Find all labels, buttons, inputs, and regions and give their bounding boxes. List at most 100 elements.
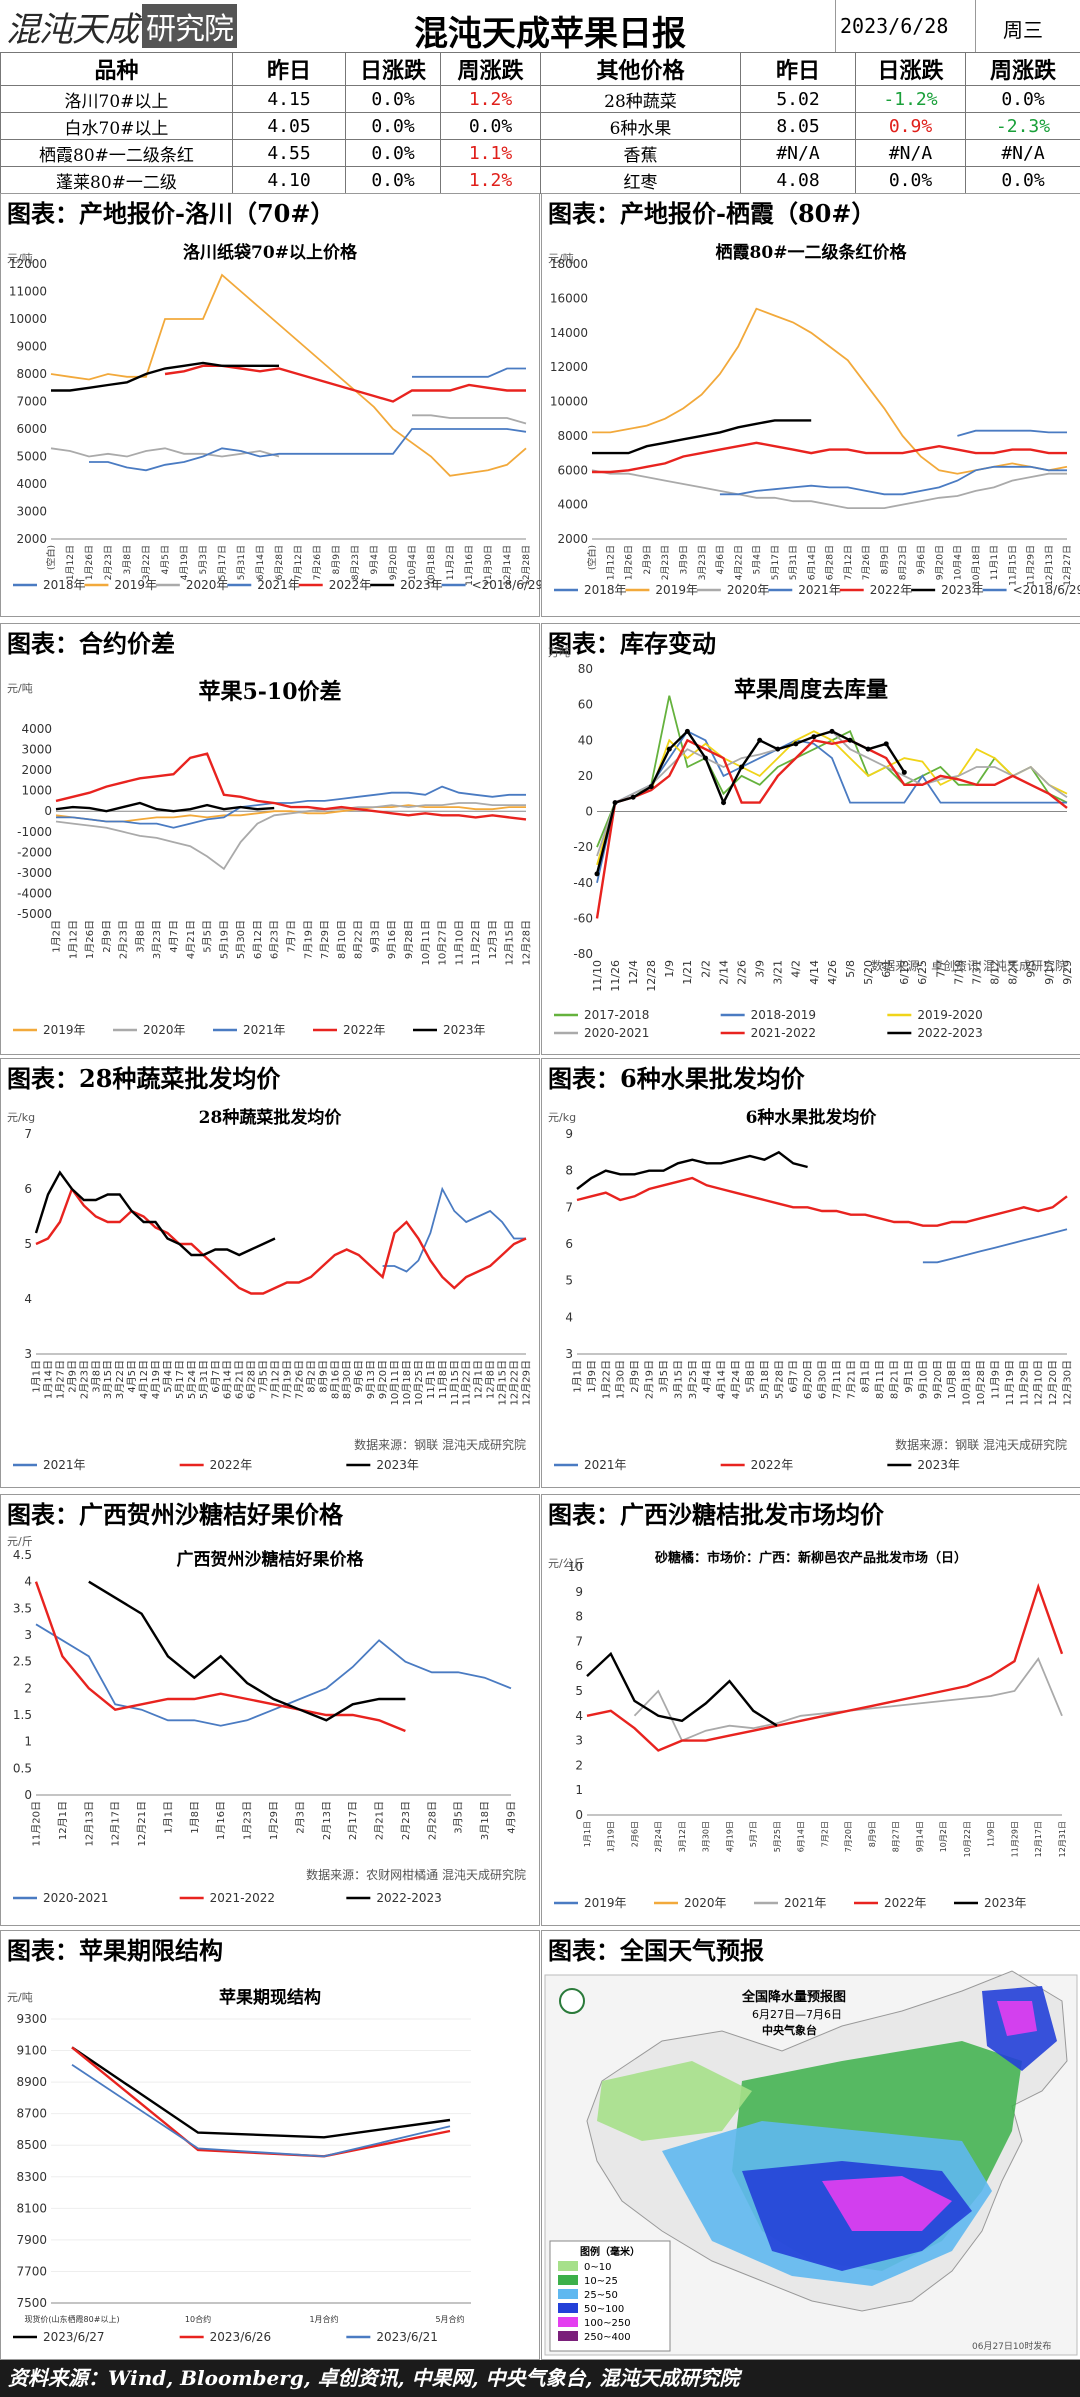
legend-label: 2020-2021 — [584, 1026, 649, 1040]
x-tick-label: 3/9 — [754, 960, 767, 978]
table-header-cell: 其他价格 — [540, 52, 741, 86]
table-cell: 0.0% — [855, 166, 966, 194]
y-tick-label: 40 — [578, 733, 593, 747]
y-tick-label: 5000 — [16, 450, 47, 464]
x-tick-label: 6月30日 — [817, 1360, 829, 1399]
table-cell: 栖霞80#一二级条红 — [0, 139, 233, 167]
y-tick-label: 9 — [575, 1585, 583, 1599]
x-tick-label: 1月26日 — [624, 545, 635, 580]
x-tick-label: 2月9日 — [629, 1360, 641, 1393]
y-tick-label: 2000 — [557, 532, 588, 546]
series-line — [55, 801, 275, 813]
chart-title: 6种水果批发均价 — [745, 1108, 877, 1128]
y-tick-label: 11000 — [9, 285, 47, 299]
legend-label: 2021年 — [43, 1458, 86, 1472]
x-tick-label: 7月2日 — [820, 1821, 829, 1847]
x-tick-label: 12月17日 — [110, 1801, 122, 1846]
x-tick-label: 12月22日 — [509, 1360, 521, 1405]
legend-label: 2019年 — [655, 583, 698, 597]
table-header-cell: 品种 — [0, 52, 233, 86]
panel-title: 图表：广西贺州沙糖桔好果价格 — [7, 1500, 343, 1529]
legend-label: 2022年 — [751, 1458, 794, 1472]
y-tick-label: -2000 — [17, 845, 52, 859]
y-tick-label: 2.5 — [13, 1655, 32, 1669]
x-tick-label: 2月24日 — [654, 1821, 663, 1852]
x-tick-label: 9月20日 — [377, 1360, 389, 1399]
x-tick-label: 6月14日 — [222, 1360, 234, 1399]
series-line — [595, 729, 906, 875]
map-org: 中央气象台 — [762, 2023, 817, 2037]
chart-source: 数据来源：钢联 混沌天成研究院 — [895, 1437, 1067, 1452]
x-tick-label: 1月1日 — [162, 1801, 174, 1834]
x-tick-label: 1月14日 — [42, 1360, 54, 1399]
table-cell: 红枣 — [540, 166, 741, 194]
chart-inventory: 万吨 -80 -60 -40 -20 0 20 40 60 80 11/10 11/26 12/4 12/… — [548, 646, 1074, 1040]
x-tick-label: 1月1日 — [31, 1360, 43, 1393]
y-tick-label: 2 — [24, 1681, 32, 1695]
x-tick-label: 10月22日 — [963, 1821, 972, 1857]
x-tick-label: 3月23日 — [151, 920, 163, 959]
x-tick-label: 1月12日 — [65, 545, 76, 580]
x-tick-label: 10月2日 — [939, 1821, 948, 1852]
y-tick-label: 20 — [578, 769, 593, 783]
table-cell: 0.0% — [345, 139, 441, 167]
x-tick-label: 12月28日 — [521, 545, 532, 586]
data-point — [648, 784, 654, 790]
legend-label: 2021-2022 — [210, 1891, 275, 1905]
y-tick-label: 5 — [24, 1237, 32, 1251]
panel-hezhou-orange: 图表：广西贺州沙糖桔好果价格 广西贺州沙糖桔好果价格 元/斤 0 0.5 1 1.5 2 2… — [0, 1494, 540, 1926]
table-cell: 1.2% — [440, 85, 541, 113]
y-axis-label: 元/吨 — [7, 682, 33, 695]
x-tick-label: 7月11日 — [831, 1360, 843, 1399]
x-tick-label: 6月12日 — [252, 920, 264, 959]
x-tick-label: 12月1日 — [473, 1360, 485, 1399]
x-tick-label: 3/21 — [772, 960, 785, 985]
chart-title: 广西贺州沙糖桔好果价格 — [176, 1550, 364, 1570]
series-line — [71, 2046, 451, 2139]
x-tick-label: 8月30日 — [341, 1360, 353, 1399]
x-tick-label: 3月8日 — [134, 920, 146, 953]
company-logo: 混沌天成 研究院 — [6, 4, 246, 50]
y-tick-label: 3 — [24, 1628, 32, 1642]
series-line — [55, 804, 526, 823]
x-tick-label: 1月2日 — [51, 920, 63, 953]
x-tick-label: 8/12 — [989, 960, 1002, 985]
series-line — [88, 1580, 406, 1722]
x-tick-label: 10月11日 — [389, 1360, 401, 1405]
chart-title: 苹果期现结构 — [219, 1988, 321, 2008]
legend-label: 2022年 — [343, 1023, 386, 1037]
legend-label: 2021年 — [257, 578, 300, 592]
table-cell: 1.1% — [440, 139, 541, 167]
chart-title: 砂糖橘：市场价：广西：新柳邑农产品批发市场（日） — [654, 1551, 967, 1566]
series-line — [382, 1186, 526, 1273]
y-tick-label: 9 — [565, 1127, 573, 1141]
legend-label: 25~50 — [584, 2290, 618, 2301]
series-line — [50, 414, 527, 458]
table-cell: 4.05 — [232, 112, 346, 140]
x-tick-label: 6月23日 — [269, 920, 281, 959]
y-tick-label: 4 — [24, 1292, 32, 1306]
x-tick-label: 4月19日 — [725, 1821, 734, 1852]
table-cell: 0.0% — [345, 166, 441, 194]
legend-label: 2023/6/21 — [376, 2330, 438, 2344]
table-cell: #N/A — [965, 139, 1080, 167]
x-tick-label: 6/13 — [898, 960, 911, 985]
x-tick-label: 5月7日 — [749, 1821, 758, 1847]
y-tick-label: 10000 — [550, 395, 588, 409]
series-line — [164, 364, 526, 403]
x-tick-label: 2月3日 — [294, 1801, 306, 1834]
data-point — [847, 737, 853, 743]
x-tick-label: 2月21日 — [374, 1801, 386, 1840]
x-tick-label: 1月1日 — [583, 1821, 592, 1847]
x-tick-label: 12月13日 — [1044, 545, 1055, 586]
x-tick-label: 12/4 — [627, 960, 640, 985]
x-tick-label: 8月9日 — [868, 1821, 877, 1847]
legend-label: 50~100 — [584, 2304, 624, 2315]
legend-label: 2023年 — [984, 1896, 1027, 1910]
x-tick-label: 8月1日 — [860, 1360, 872, 1393]
chart-title: 苹果周度去库量 — [733, 677, 888, 703]
x-tick-label: 2月23日 — [103, 545, 114, 580]
x-tick-label: 11月10日 — [453, 920, 465, 965]
series-line — [412, 367, 526, 378]
y-tick-label: 3 — [575, 1734, 583, 1748]
